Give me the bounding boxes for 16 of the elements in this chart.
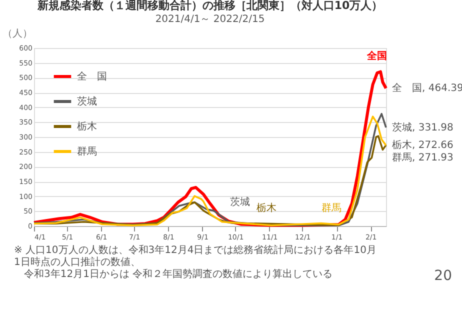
legend-label: 全 国: [77, 70, 107, 82]
annotation: 茨城: [230, 196, 250, 208]
annotation: 栃木: [256, 202, 276, 214]
annotation: 栃木, 272.66: [392, 139, 454, 152]
annotation: 茨城, 331.98: [392, 122, 454, 134]
annotation: 群馬: [321, 202, 342, 214]
y-axis-title: （人）: [2, 28, 32, 40]
legend-label: 群馬: [77, 146, 97, 158]
chart-subtitle: 2021/4/1～ 2022/2/15: [155, 14, 265, 25]
legend-label: 栃木: [77, 120, 97, 132]
annotation: 全国: [366, 50, 388, 62]
text: 20: [434, 268, 452, 284]
legend-label: 茨城: [77, 96, 97, 108]
text: 令和3年12月1日からは 令和２年国勢調査の数値により算出している: [24, 268, 333, 280]
text: ※ 人口10万人の人数は、令和3年12月4日までは総務省統計局における各年10月1日時点の人口推計の数値、: [14, 244, 376, 268]
annotation: 群馬, 271.93: [392, 151, 454, 164]
